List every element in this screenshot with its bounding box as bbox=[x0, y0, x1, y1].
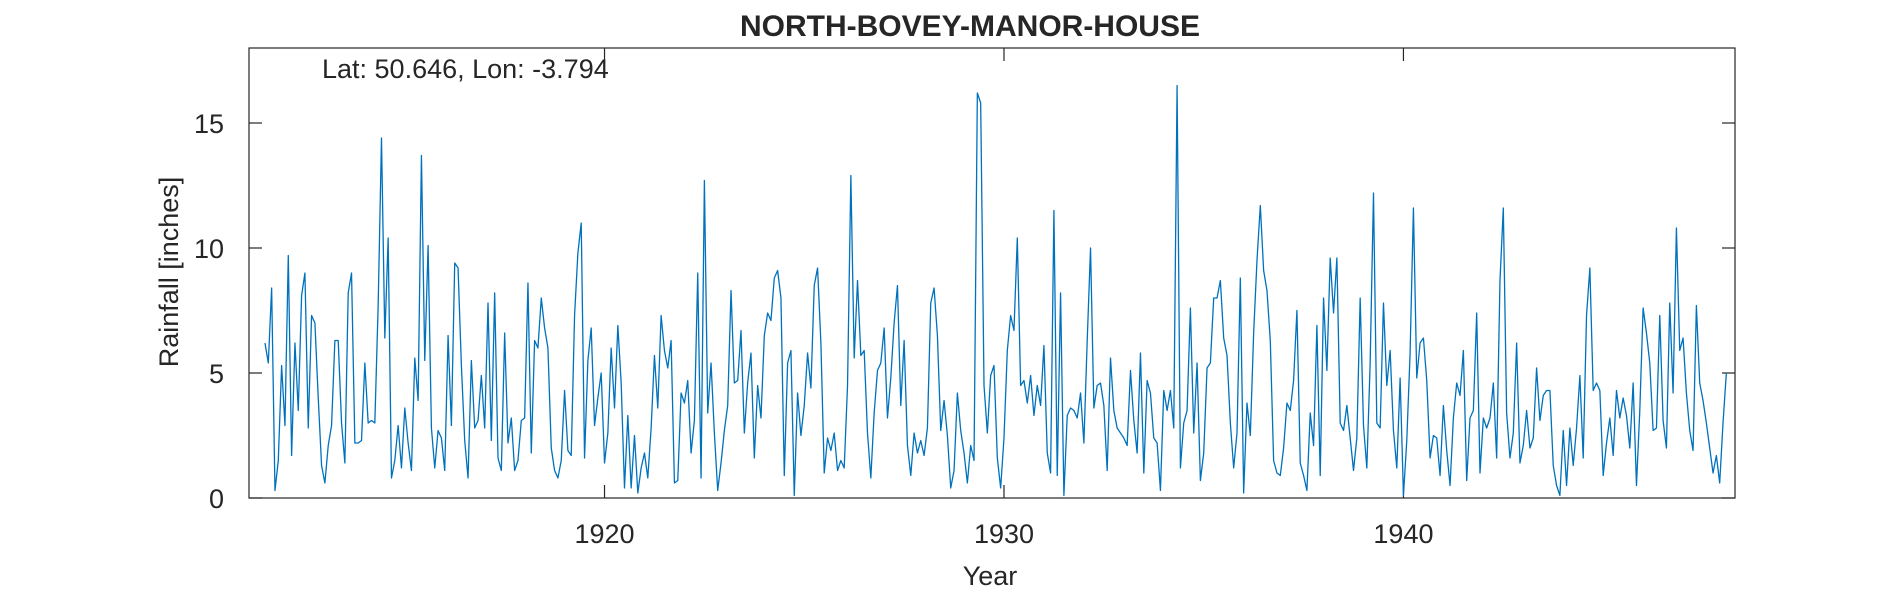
y-tick-label-0: 0 bbox=[209, 484, 224, 514]
y-tick-label-10: 10 bbox=[194, 234, 224, 264]
chart-title: NORTH-BOVEY-MANOR-HOUSE bbox=[740, 10, 1200, 43]
location-annotation: Lat: 50.646, Lon: -3.794 bbox=[322, 54, 609, 84]
y-tick-label-5: 5 bbox=[209, 359, 224, 389]
x-tick-label-1930: 1930 bbox=[974, 519, 1034, 549]
plot-background bbox=[249, 48, 1735, 498]
y-tick-label-15: 15 bbox=[194, 109, 224, 139]
x-tick-label-1940: 1940 bbox=[1373, 519, 1433, 549]
y-axis-label: Rainfall [inches] bbox=[154, 177, 184, 368]
x-axis-label: Year bbox=[963, 561, 1018, 591]
tick-labels: 1920 1930 1940 0 5 10 15 bbox=[194, 109, 1434, 549]
x-tick-label-1920: 1920 bbox=[574, 519, 634, 549]
rainfall-series-line bbox=[264, 84, 1727, 497]
plot-box bbox=[248, 47, 1736, 499]
